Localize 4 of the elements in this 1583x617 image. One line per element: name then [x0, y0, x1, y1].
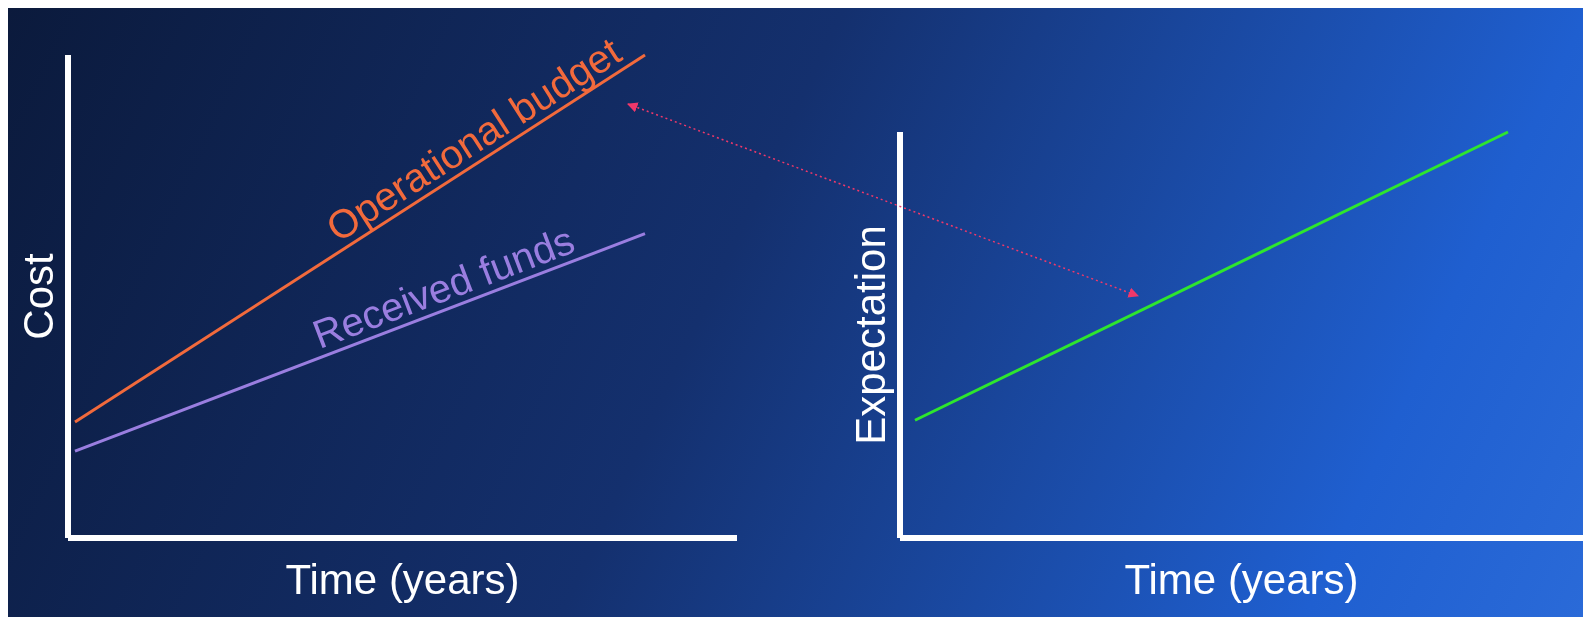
y-axis-title: Cost: [14, 252, 62, 340]
x-axis-title: Time (years): [1124, 556, 1359, 603]
y-axis-title: Expectation: [846, 225, 894, 445]
x-axis-title: Time (years): [285, 556, 520, 603]
